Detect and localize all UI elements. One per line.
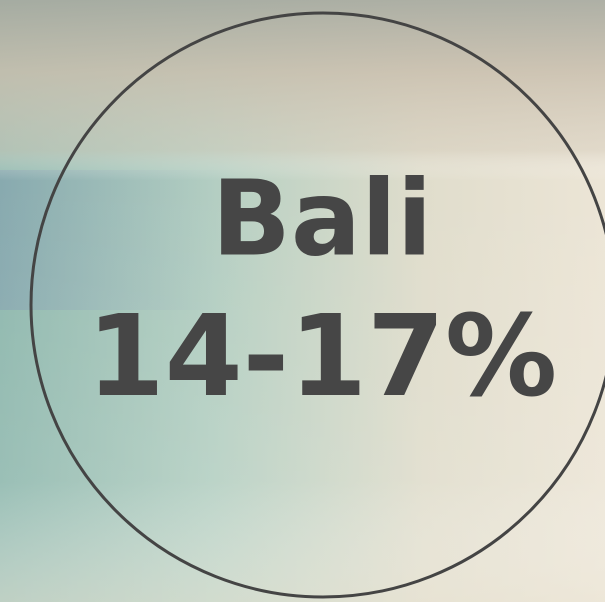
page: {"title": "Bali", "subtitle": "14-17%"} … <box>0 0 605 602</box>
title: Bali <box>212 157 433 279</box>
graphic: Bali 14-17% <box>0 0 605 602</box>
subtitle: 14-17% <box>87 292 557 422</box>
